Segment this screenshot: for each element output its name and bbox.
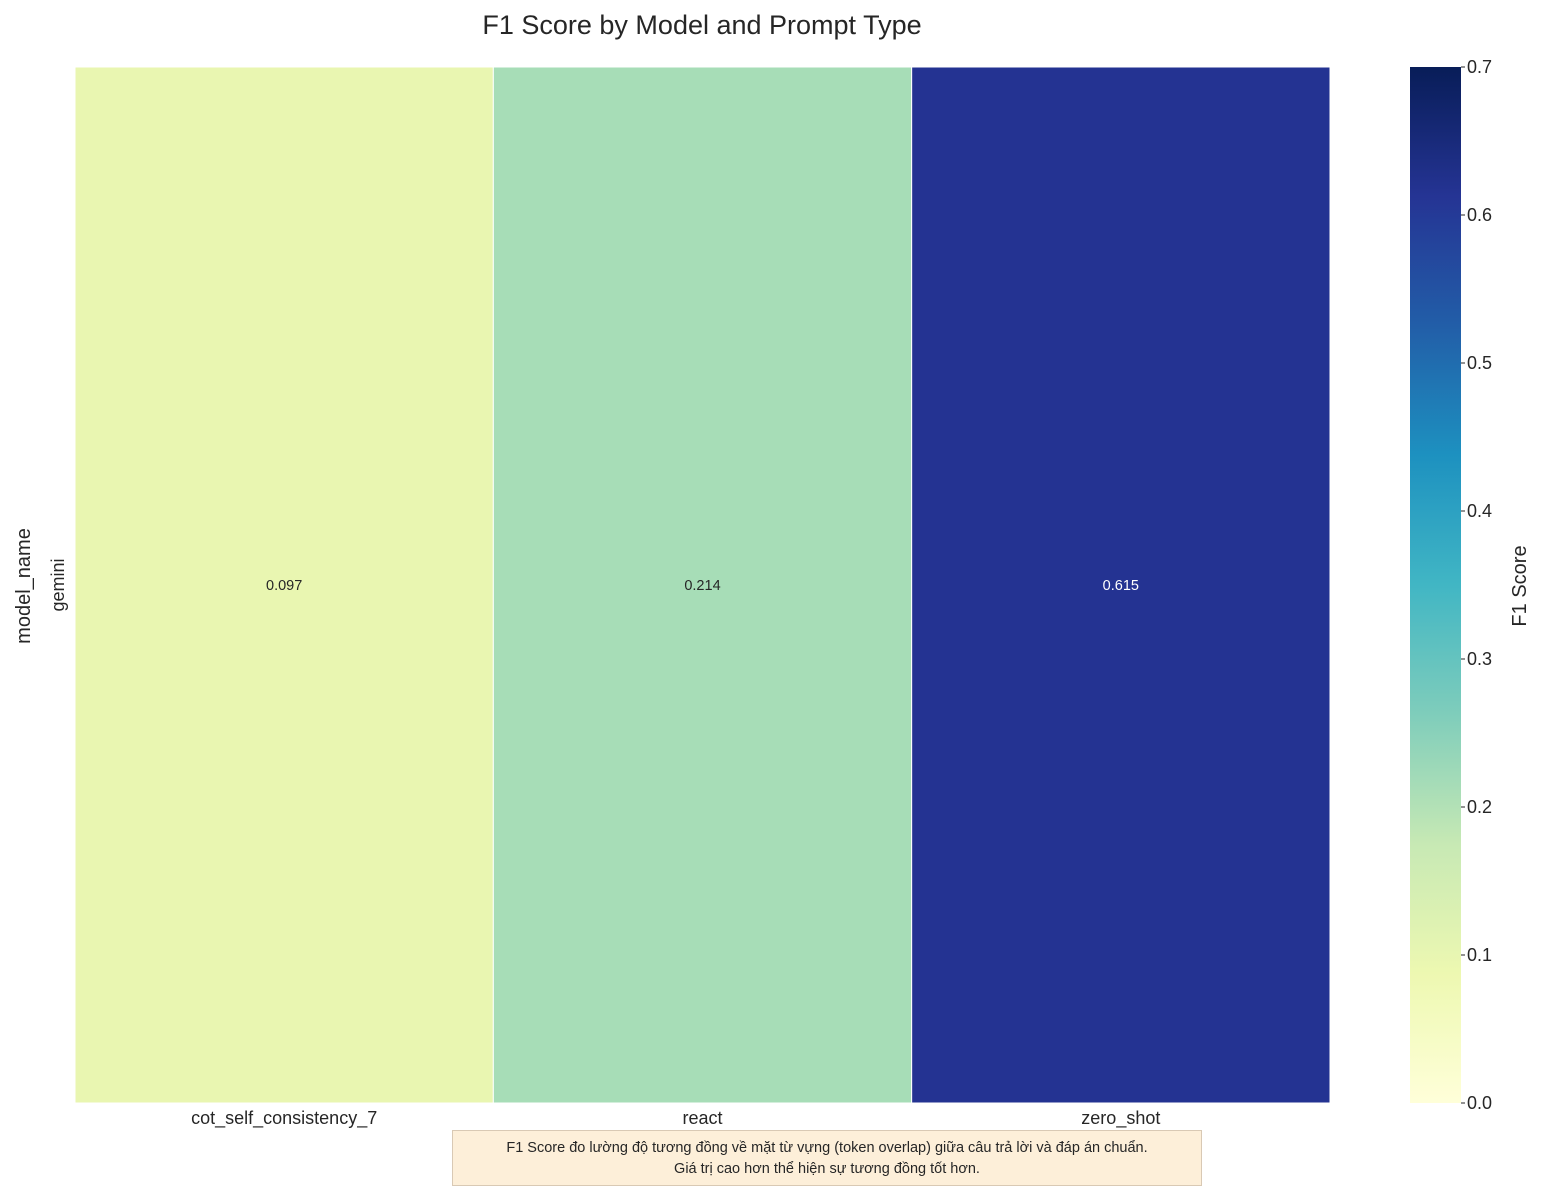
colorbar-tick-label: 0.5 [1467,353,1492,373]
y-axis-label: model_name [13,528,35,644]
x-tick-label: cot_self_consistency_7 [191,1108,377,1129]
x-tick-label: react [682,1108,722,1128]
colorbar [1410,67,1461,1103]
heatmap-cell-react [492,66,913,1104]
colorbar-label: F1 Score [1509,545,1531,626]
y-tick-labels: gemini [48,558,68,611]
heatmap-cell-cot-self-consistency-7 [74,66,494,1104]
explanation-note: F1 Score đo lường độ tương đồng về mặt t… [452,1130,1202,1186]
colorbar-tick-label: 0.0 [1467,1093,1492,1113]
y-tick-label: gemini [48,558,68,611]
x-tick-label: zero_shot [1081,1108,1160,1129]
note-line-1: F1 Score đo lường độ tương đồng về mặt t… [506,1140,1148,1156]
cell-value-label: 0.214 [684,578,720,594]
chart-title: F1 Score by Model and Prompt Type [482,10,921,40]
heatmap-cell-zero-shot [911,66,1331,1104]
heatmap-cells [74,66,1331,1104]
colorbar-tick-label: 0.6 [1467,205,1492,225]
colorbar-tick-labels: 0.0 0.1 0.2 0.3 0.4 0.5 0.6 0.7 [1461,57,1492,1113]
colorbar-tick-label: 0.1 [1467,945,1492,965]
x-tick-labels: cot_self_consistency_7 react zero_shot [191,1108,1160,1129]
cell-value-label: 0.615 [1103,578,1139,594]
colorbar-tick-label: 0.2 [1467,797,1492,817]
note-line-2: Giá trị cao hơn thể hiện sự tương đồng t… [674,1161,980,1177]
cell-value-label: 0.097 [266,578,302,594]
colorbar-tick-label: 0.7 [1467,57,1492,77]
colorbar-tick-label: 0.3 [1467,649,1492,669]
heatmap-cell-labels: 0.097 0.214 0.615 [266,578,1139,594]
colorbar-tick-label: 0.4 [1467,501,1492,521]
